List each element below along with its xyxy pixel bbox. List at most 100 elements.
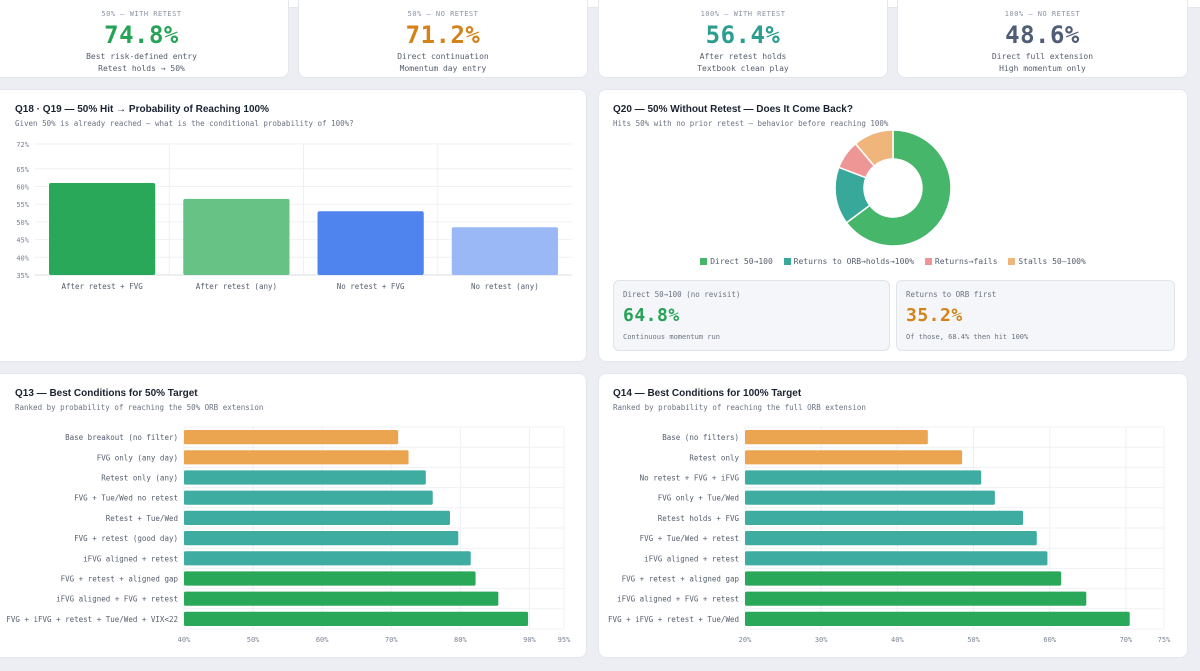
bar [184,551,471,566]
y-tick-label: 60% [16,183,29,191]
x-tick-label: 40% [891,636,904,644]
bar [317,211,424,275]
y-tick-label: iFVG aligned + retest [644,554,739,563]
kpi-subtext: Direct continuation [397,52,489,61]
x-tick-label: 80% [454,636,467,644]
stat-desc: Of those, 68.4% then hit 100% [906,333,1029,341]
kpi-subtext: Retest holds → 50% [98,64,185,73]
bar [184,591,499,606]
bar [451,227,558,275]
y-tick-label: FVG + Tue/Wed no retest [74,494,178,503]
x-tick-label: 60% [1043,636,1056,644]
bar [184,450,409,465]
bar [184,470,426,485]
stat-label: Returns to ORB first [906,290,997,299]
x-tick-label: 75% [1158,636,1171,644]
legend-label: Returns→fails [934,257,998,266]
legend-label: Stalls 50–100% [1018,257,1086,266]
bar [184,611,529,626]
panel-subtitle: Given 50% is already reached — what is t… [15,119,354,128]
legend-label: Direct 50→100 [710,257,773,266]
y-tick-label: FVG + iFVG + retest + Tue/Wed [608,615,739,624]
y-tick-label: FVG only (any day) [97,453,178,462]
y-tick-label: Retest only [689,453,739,462]
x-tick-label: No retest + FVG [337,282,405,291]
bar [745,470,982,485]
panel-q20-no-retest-behavior: Q20 — 50% Without Retest — Does It Come … [598,89,1188,362]
kpi-card-50-with-retest: 50% — WITH RETEST 74.8% Best risk-define… [0,0,289,78]
y-tick-label: FVG + retest + aligned gap [61,575,179,584]
bar [745,611,1130,626]
kpi-card-50-no-retest: 50% — NO RETEST 71.2% Direct continuatio… [298,0,588,78]
donut-slice [854,130,894,167]
x-tick-label: 20% [739,636,752,644]
kpi-value: 74.8% [104,21,179,49]
y-tick-label: FVG + retest + aligned gap [622,575,740,584]
y-tick-label: iFVG aligned + FVG + retest [617,595,739,604]
stat-card-returns: Returns to ORB first 35.2% Of those, 68.… [896,280,1175,351]
bar [184,490,433,505]
bar [745,571,1062,586]
q14-horizontal-bar-chart: 20% 30% 40% 50% 60% 70% 75% Base (no filters) Re… [608,426,1171,644]
kpi-card-100-no-retest: 100% — NO RETEST 48.6% Direct full exten… [897,0,1188,78]
x-tick-label: After retest + FVG [61,282,143,291]
y-tick-label: 45% [16,237,29,245]
kpi-card-100-with-retest: 100% — WITH RETEST 56.4% After retest ho… [598,0,888,78]
panel-subtitle: Ranked by probability of reaching the 50… [15,403,264,412]
kpi-value: 48.6% [1005,21,1080,49]
y-tick-label: FVG + Tue/Wed + retest [640,534,739,543]
x-tick-label: 50% [967,636,980,644]
x-tick-label: 95% [558,636,571,644]
x-tick-label: 70% [1120,636,1133,644]
bar [184,571,476,586]
x-tick-label: 60% [316,636,329,644]
kpi-subtext: Best risk-defined entry [86,52,197,61]
stat-desc: Continuous momentum run [623,333,720,341]
panel-q13-conditions-50: Q13 — Best Conditions for 50% Target Ran… [0,373,587,658]
y-tick-label: Retest holds + FVG [658,514,740,523]
y-tick-label: 55% [16,201,29,209]
y-tick-label: FVG only + Tue/Wed [658,494,739,503]
y-tick-label: iFVG aligned + retest [83,554,178,563]
kpi-label: 100% — NO RETEST [1004,10,1081,18]
bar [184,510,450,525]
panel-q14-conditions-100: Q14 — Best Conditions for 100% Target Ra… [598,373,1188,658]
x-tick-label: 30% [815,636,828,644]
y-tick-label: Base breakout (no filter) [65,433,178,442]
bar [745,531,1037,546]
bar [184,531,459,546]
stat-value: 35.2% [906,305,963,326]
legend-label: Returns to ORB→holds→100% [793,257,915,266]
panel-title: Q14 — Best Conditions for 100% Target [613,388,802,399]
bar [745,591,1087,606]
x-tick-label: After retest (any) [196,282,277,291]
kpi-subtext: After retest holds [699,52,787,61]
y-tick-label: No retest + FVG + iFVG [640,474,740,483]
bar [745,510,1024,525]
q20-donut-chart [834,130,952,247]
stat-label: Direct 50→100 (no revisit) [623,290,741,299]
bar [183,198,290,275]
y-tick-label: iFVG aligned + FVG + retest [56,595,178,604]
kpi-label: 100% — WITH RETEST [700,10,786,18]
kpi-subtext: High momentum only [999,64,1086,73]
legend-item: Direct 50→100 [700,257,773,266]
y-tick-label: Base (no filters) [662,433,739,442]
panel-title: Q20 — 50% Without Retest — Does It Come … [613,104,853,115]
y-tick-label: 35% [16,272,29,280]
bar [49,182,156,275]
bar [745,430,928,445]
x-tick-label: 90% [523,636,536,644]
kpi-value: 56.4% [705,21,781,49]
panel-q18-conditional-probability: Q18 · Q19 — 50% Hit → Probability of Rea… [0,89,587,362]
panel-title: Q18 · Q19 — 50% Hit → Probability of Rea… [15,104,269,115]
kpi-label: 50% — WITH RETEST [101,10,182,18]
donut-slice [845,130,952,247]
y-tick-label: 40% [16,254,29,262]
kpi-subtext: Textbook clean play [697,64,789,73]
y-tick-label: FVG + retest (good day) [74,534,178,543]
y-tick-label: 65% [16,166,29,174]
q20-legend: Direct 50→100 Returns to ORB→holds→100% … [599,257,1187,266]
bar [745,450,963,465]
y-tick-label: Retest only (any) [101,474,178,483]
